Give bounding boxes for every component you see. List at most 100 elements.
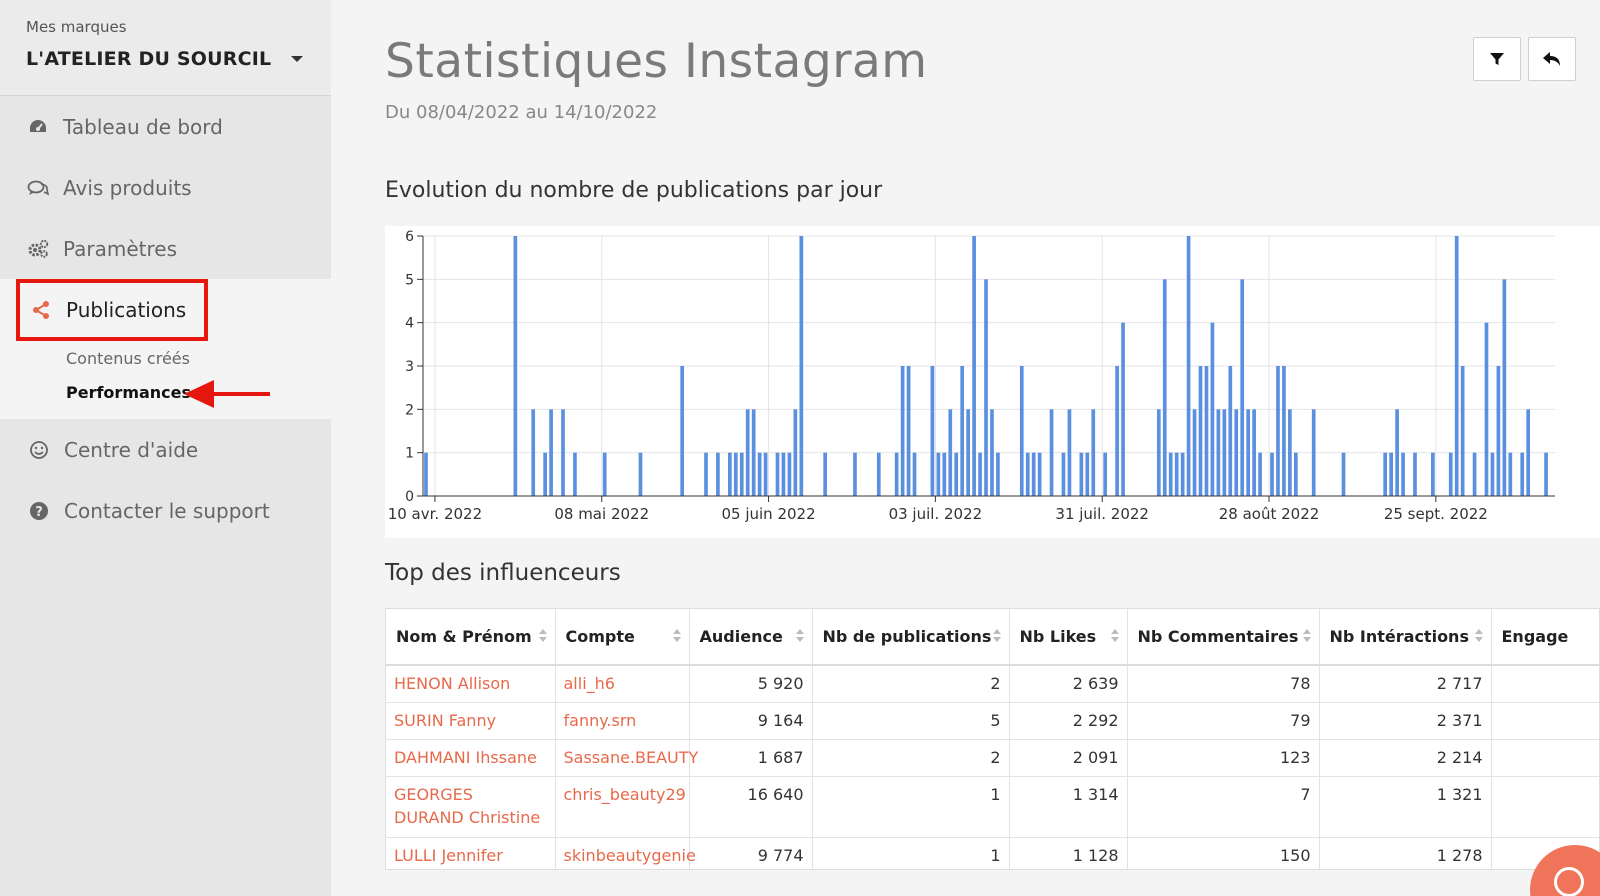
influencer-name[interactable]: LULLI Jennifer bbox=[386, 837, 556, 869]
chart-bar bbox=[1049, 409, 1054, 496]
x-tick-label: 05 juin 2022 bbox=[721, 505, 815, 523]
column-header-comments[interactable]: Nb Commentaires bbox=[1127, 609, 1320, 666]
publications-chart: 0 1 2 3 4 5 6 10 avr. 2022 08 mai 2022 05 juin 20… bbox=[385, 226, 1600, 538]
column-header-label: Nb Intéractions bbox=[1329, 627, 1469, 646]
chart-bar bbox=[1216, 409, 1221, 496]
influencer-account[interactable]: skinbeautygenie bbox=[555, 837, 696, 869]
chart-bar bbox=[984, 279, 988, 496]
influencer-name[interactable]: DAHMANI Ihssane bbox=[386, 739, 556, 777]
y-tick-label: 6 bbox=[405, 229, 414, 245]
influencers-table: Nom & Prénom Compte Audience Nb de publi… bbox=[386, 609, 1599, 869]
audience-cell: 1 687 bbox=[689, 739, 813, 777]
audience-cell: 16 640 bbox=[689, 776, 813, 838]
column-header-label: Compte bbox=[565, 627, 635, 646]
chart-bar bbox=[1115, 366, 1119, 496]
sidebar-item-reviews[interactable]: Avis produits bbox=[0, 157, 331, 218]
sort-icon[interactable] bbox=[539, 629, 547, 642]
chart-title: Evolution du nombre de publications par … bbox=[385, 178, 883, 203]
column-header-engagement[interactable]: Engage bbox=[1491, 609, 1599, 666]
sort-icon[interactable] bbox=[1475, 629, 1483, 642]
interactions-cell: 2 717 bbox=[1319, 665, 1492, 703]
comments-cell: 78 bbox=[1127, 665, 1320, 703]
chart-bar bbox=[1019, 366, 1024, 496]
column-header-audience[interactable]: Audience bbox=[689, 609, 813, 666]
gears-icon bbox=[27, 238, 49, 260]
sort-icon[interactable] bbox=[796, 629, 804, 642]
sort-icon[interactable] bbox=[993, 629, 1001, 642]
influencer-name[interactable]: SURIN Fanny bbox=[386, 702, 556, 740]
sidebar-item-dashboard[interactable]: Tableau de bord bbox=[0, 96, 331, 157]
engagement-cell bbox=[1491, 702, 1599, 740]
chart-bar bbox=[1520, 452, 1525, 496]
red-arrow-annotation bbox=[184, 380, 270, 408]
column-header-label: Nb de publications bbox=[822, 627, 992, 646]
table-row: HENON Allison alli_h6 5 920 2 2 639 78 2… bbox=[386, 665, 1599, 703]
sort-icon[interactable] bbox=[1111, 629, 1119, 642]
sort-icon[interactable] bbox=[673, 629, 681, 642]
dashboard-icon bbox=[27, 116, 49, 138]
influencer-account[interactable]: Sassane.BEAUTY bbox=[555, 739, 698, 777]
x-tick-label: 10 avr. 2022 bbox=[388, 505, 482, 523]
chart-bar bbox=[1061, 452, 1066, 496]
sidebar-item-help-center[interactable]: Centre d'aide bbox=[0, 419, 331, 480]
chart-bar bbox=[1103, 452, 1108, 496]
back-button[interactable] bbox=[1528, 37, 1576, 81]
column-header-account[interactable]: Compte bbox=[555, 609, 690, 666]
chart-bar bbox=[1502, 279, 1507, 496]
svg-text:?: ? bbox=[35, 505, 43, 520]
chart-bar bbox=[1121, 322, 1125, 496]
chart-bar bbox=[781, 452, 786, 496]
column-header-likes[interactable]: Nb Likes bbox=[1009, 609, 1128, 666]
x-tick-label: 28 août 2022 bbox=[1219, 505, 1320, 523]
comments-cell: 79 bbox=[1127, 702, 1320, 740]
influencer-name[interactable]: GEORGES DURAND Christine bbox=[386, 776, 556, 838]
column-header-interactions[interactable]: Nb Intéractions bbox=[1319, 609, 1492, 666]
chart-bar bbox=[936, 452, 941, 496]
table-row: LULLI Jennifer skinbeautygenie 9 774 1 1… bbox=[386, 837, 1599, 869]
help-chat-button[interactable] bbox=[1530, 845, 1600, 896]
influencer-account[interactable]: chris_beauty29 bbox=[555, 776, 690, 838]
chart-bar bbox=[1037, 452, 1042, 496]
chart-bar bbox=[573, 452, 577, 496]
chart-bar bbox=[1454, 236, 1459, 496]
sort-icon[interactable] bbox=[1303, 629, 1311, 642]
chart-bar bbox=[1383, 452, 1388, 496]
table-header-row: Nom & Prénom Compte Audience Nb de publi… bbox=[386, 609, 1599, 666]
publications-cell: 1 bbox=[812, 776, 1010, 838]
chart-bar bbox=[930, 366, 935, 496]
sidebar: Mes marques L'ATELIER DU SOURCIL Tableau… bbox=[0, 0, 331, 896]
chart-bar bbox=[513, 236, 518, 496]
brand-name[interactable]: L'ATELIER DU SOURCIL bbox=[26, 48, 272, 70]
engagement-cell bbox=[1491, 665, 1599, 703]
column-header-name[interactable]: Nom & Prénom bbox=[386, 609, 556, 666]
table-row: SURIN Fanny fanny.srn 9 164 5 2 292 79 2… bbox=[386, 702, 1599, 740]
chart-bar bbox=[1276, 366, 1280, 496]
chart-bar bbox=[757, 452, 762, 496]
y-tick-label: 1 bbox=[405, 446, 414, 462]
influencer-account[interactable]: fanny.srn bbox=[555, 702, 690, 740]
chart-bar bbox=[561, 409, 565, 496]
chart-bar bbox=[1079, 452, 1084, 496]
chart-bar bbox=[763, 452, 768, 496]
x-tick-label: 31 juil. 2022 bbox=[1055, 505, 1149, 523]
chart-bar bbox=[1270, 452, 1274, 496]
sidebar-item-contact-support[interactable]: ? Contacter le support bbox=[0, 480, 331, 541]
chart-bar bbox=[1246, 409, 1251, 496]
sidebar-item-publications[interactable]: Publications bbox=[16, 279, 208, 341]
sidebar-subitem-performances[interactable]: Performances bbox=[66, 382, 192, 402]
sidebar-item-label: Paramètres bbox=[63, 236, 178, 261]
chart-bar bbox=[1192, 409, 1197, 496]
chart-bar bbox=[680, 366, 685, 496]
sidebar-item-settings[interactable]: Paramètres bbox=[0, 218, 331, 279]
sidebar-subitem-contenus[interactable]: Contenus créés bbox=[66, 348, 190, 368]
influencer-name[interactable]: HENON Allison bbox=[386, 665, 556, 703]
column-header-publications[interactable]: Nb de publications bbox=[812, 609, 1010, 666]
brand-selector[interactable]: Mes marques L'ATELIER DU SOURCIL bbox=[0, 0, 331, 96]
y-tick-label: 0 bbox=[405, 489, 414, 505]
chart-bar bbox=[972, 236, 976, 496]
chart-bar bbox=[1490, 452, 1495, 496]
caret-down-icon[interactable] bbox=[291, 56, 303, 62]
influencer-account[interactable]: alli_h6 bbox=[555, 665, 690, 703]
filter-button[interactable] bbox=[1473, 37, 1521, 81]
main-nav: Tableau de bord Avis produits Paramètres bbox=[0, 96, 331, 279]
